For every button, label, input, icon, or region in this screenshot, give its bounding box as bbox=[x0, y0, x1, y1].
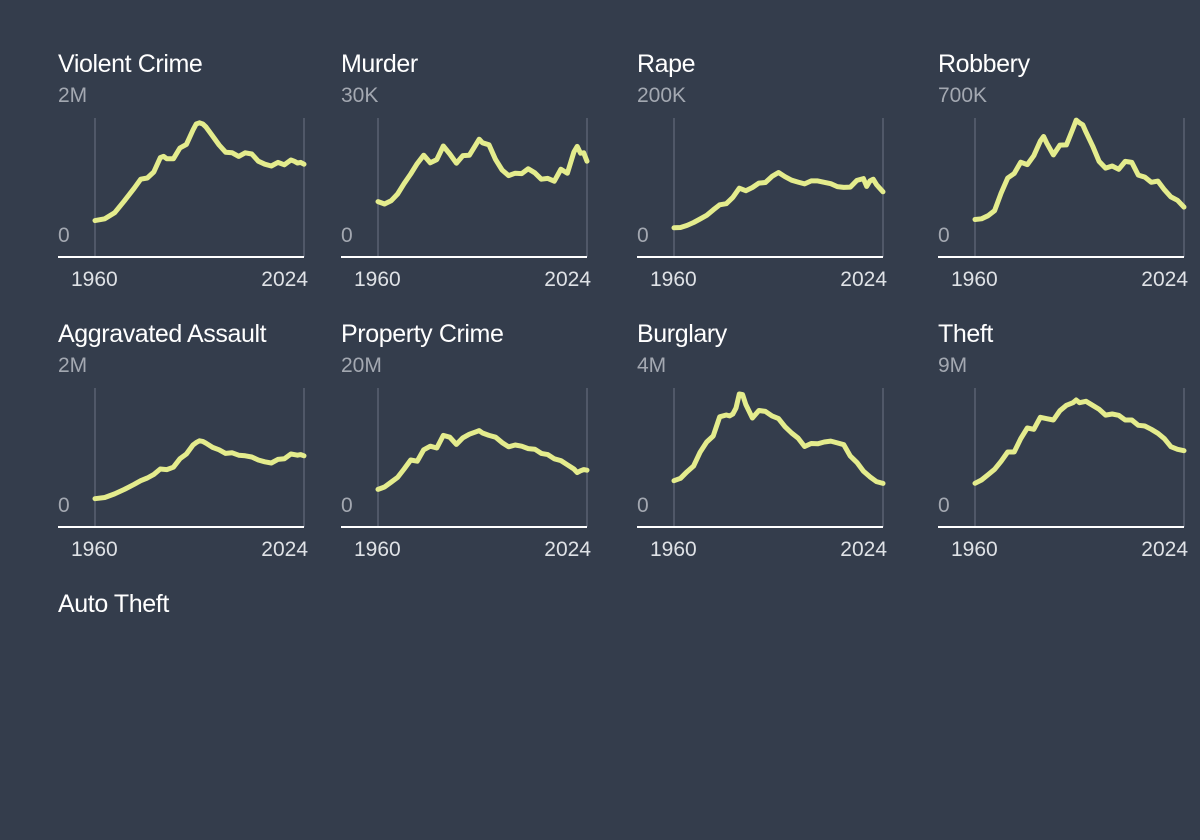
chart-title: Murder bbox=[341, 50, 418, 78]
y-min-label: 0 bbox=[341, 494, 353, 517]
y-min-label: 0 bbox=[637, 494, 649, 517]
chart-panel: Murder 30K 0 1960 2024 bbox=[341, 50, 591, 300]
x-start-label: 1960 bbox=[71, 538, 118, 561]
chart-panel: Violent Crime 2M 0 1960 2024 bbox=[58, 50, 308, 300]
y-min-label: 0 bbox=[938, 224, 950, 247]
series-line bbox=[671, 170, 886, 231]
y-max-label: 2M bbox=[58, 84, 88, 107]
y-min-label: 0 bbox=[58, 494, 70, 517]
chart-plot bbox=[58, 118, 307, 258]
chart-panel: Property Crime 20M 0 1960 2024 bbox=[341, 320, 591, 570]
series-line bbox=[972, 397, 1187, 486]
chart-panel: Burglary 4M 0 1960 2024 bbox=[637, 320, 887, 570]
chart-title: Property Crime bbox=[341, 320, 504, 348]
y-max-label: 2M bbox=[58, 354, 88, 377]
chart-title: Theft bbox=[938, 320, 993, 348]
x-end-label: 2024 bbox=[544, 268, 591, 291]
series-line bbox=[671, 391, 886, 486]
x-end-label: 2024 bbox=[840, 268, 887, 291]
chart-plot bbox=[637, 118, 886, 258]
x-end-label: 2024 bbox=[261, 538, 308, 561]
series-line bbox=[92, 438, 307, 502]
x-end-label: 2024 bbox=[544, 538, 591, 561]
chart-plot bbox=[637, 388, 886, 528]
x-end-label: 2024 bbox=[261, 268, 308, 291]
y-min-label: 0 bbox=[58, 224, 70, 247]
chart-panel: Auto Theft bbox=[58, 590, 308, 840]
y-max-label: 700K bbox=[938, 84, 988, 107]
series-line bbox=[375, 136, 590, 207]
chart-title: Rape bbox=[637, 50, 696, 78]
y-max-label: 200K bbox=[637, 84, 687, 107]
series-line bbox=[972, 117, 1187, 222]
y-max-label: 4M bbox=[637, 354, 667, 377]
y-min-label: 0 bbox=[938, 494, 950, 517]
y-max-label: 30K bbox=[341, 84, 379, 107]
y-max-label: 9M bbox=[938, 354, 968, 377]
x-end-label: 2024 bbox=[840, 538, 887, 561]
chart-panel: Robbery 700K 0 1960 2024 bbox=[938, 50, 1188, 300]
chart-plot bbox=[58, 388, 307, 528]
chart-plot bbox=[341, 388, 590, 528]
x-start-label: 1960 bbox=[354, 538, 401, 561]
x-start-label: 1960 bbox=[951, 268, 998, 291]
chart-plot bbox=[341, 118, 590, 258]
chart-title: Aggravated Assault bbox=[58, 320, 267, 348]
chart-title: Auto Theft bbox=[58, 590, 169, 618]
chart-title: Violent Crime bbox=[58, 50, 203, 78]
chart-plot bbox=[938, 388, 1187, 528]
chart-panel: Aggravated Assault 2M 0 1960 2024 bbox=[58, 320, 308, 570]
chart-panel: Theft 9M 0 1960 2024 bbox=[938, 320, 1188, 570]
x-end-label: 2024 bbox=[1141, 268, 1188, 291]
y-max-label: 20M bbox=[341, 354, 382, 377]
x-end-label: 2024 bbox=[1141, 538, 1188, 561]
x-start-label: 1960 bbox=[951, 538, 998, 561]
chart-title: Burglary bbox=[637, 320, 727, 348]
chart-plot bbox=[938, 117, 1187, 258]
series-line bbox=[375, 428, 590, 492]
y-min-label: 0 bbox=[341, 224, 353, 247]
x-start-label: 1960 bbox=[650, 538, 697, 561]
chart-title: Robbery bbox=[938, 50, 1030, 78]
x-start-label: 1960 bbox=[354, 268, 401, 291]
x-start-label: 1960 bbox=[650, 268, 697, 291]
y-min-label: 0 bbox=[637, 224, 649, 247]
x-start-label: 1960 bbox=[71, 268, 118, 291]
chart-panel: Rape 200K 0 1960 2024 bbox=[637, 50, 887, 300]
series-line bbox=[92, 120, 307, 224]
